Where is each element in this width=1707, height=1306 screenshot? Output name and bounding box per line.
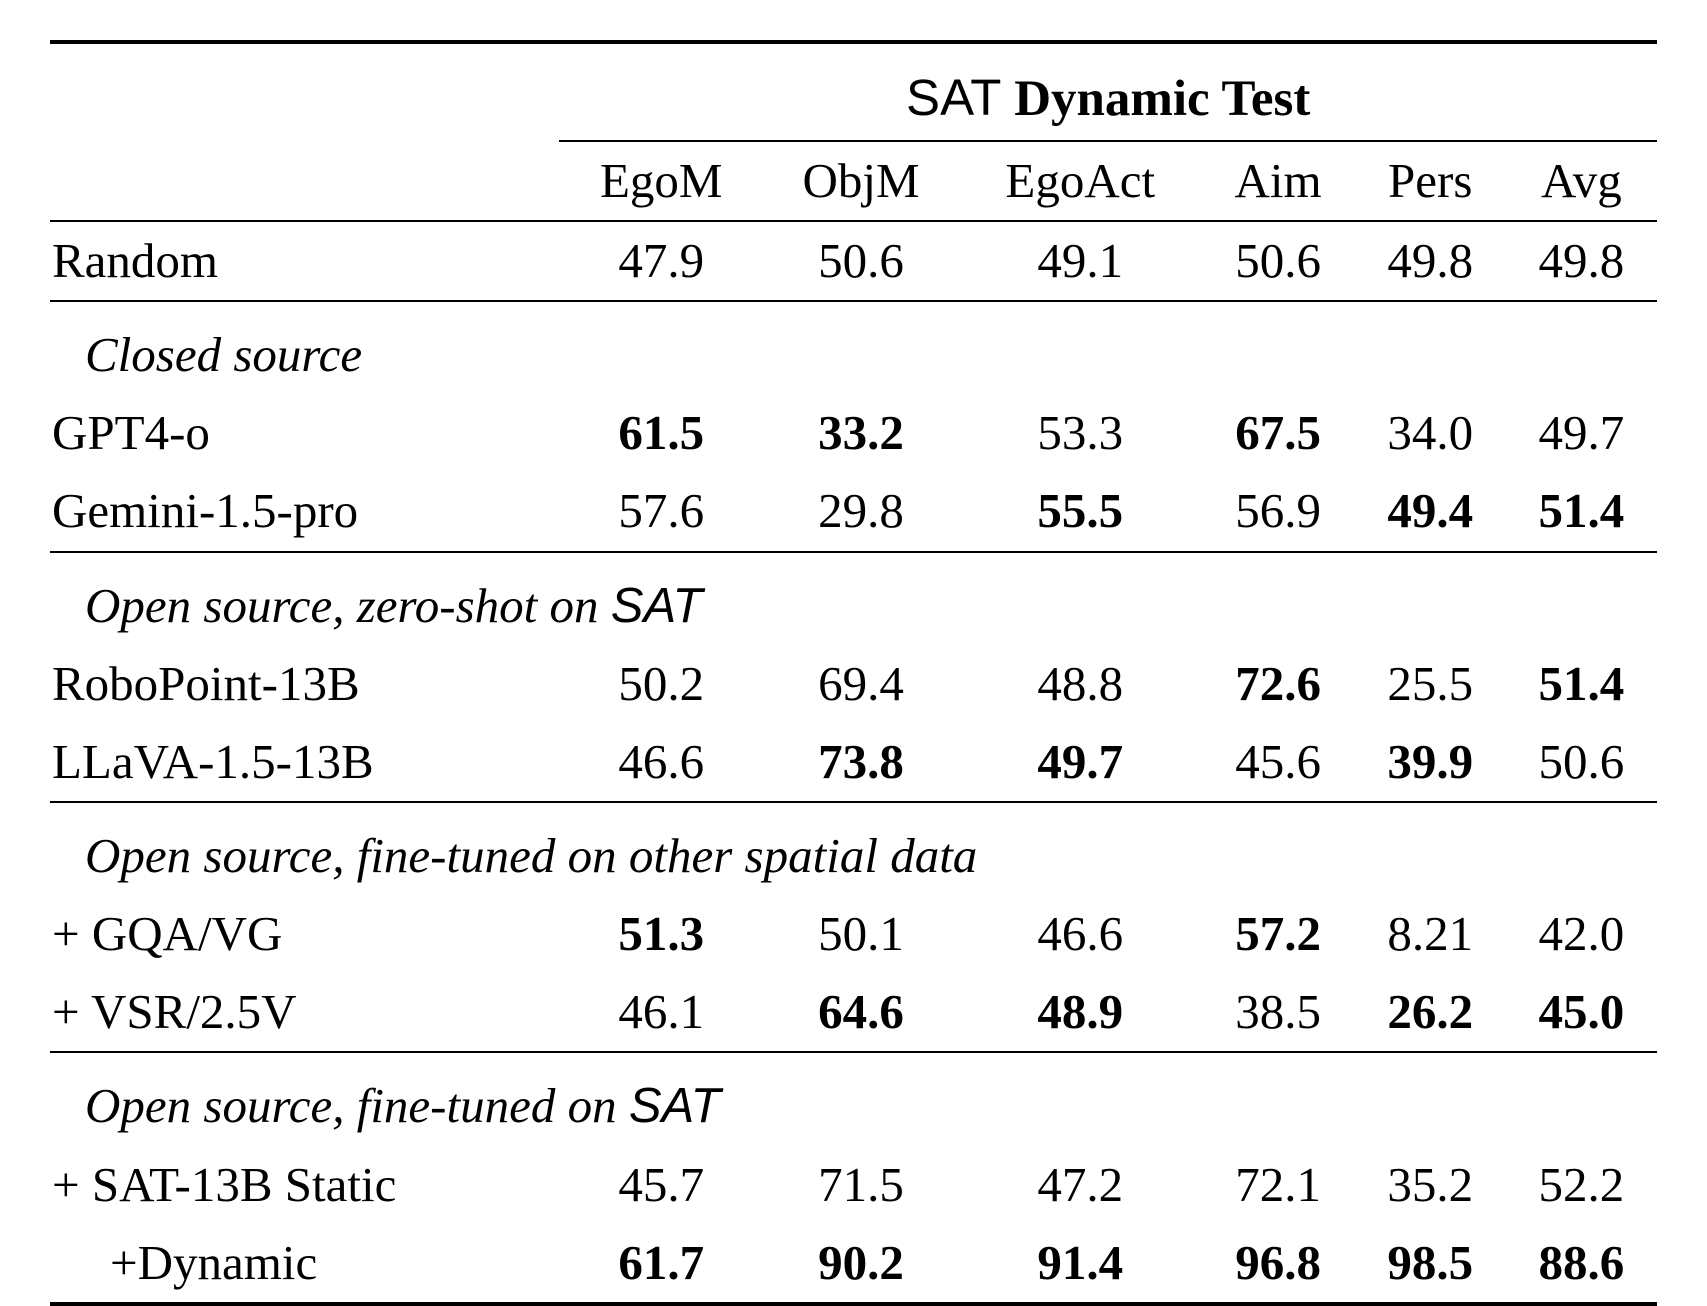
cell: 48.8 bbox=[959, 645, 1202, 723]
super-header-sat: SAT bbox=[906, 69, 1001, 126]
sat-label: SAT bbox=[629, 1079, 721, 1133]
cell: 72.1 bbox=[1202, 1146, 1355, 1224]
cell: 55.5 bbox=[959, 472, 1202, 551]
cell: 38.5 bbox=[1202, 973, 1355, 1052]
cell: 52.2 bbox=[1506, 1146, 1657, 1224]
cell: 34.0 bbox=[1355, 394, 1506, 472]
cell: 56.9 bbox=[1202, 472, 1355, 551]
cell: 91.4 bbox=[959, 1224, 1202, 1304]
cell: 49.4 bbox=[1355, 472, 1506, 551]
cell: 96.8 bbox=[1202, 1224, 1355, 1304]
col-header: Aim bbox=[1202, 141, 1355, 221]
cell: 50.1 bbox=[763, 895, 959, 973]
row-label: Gemini-1.5-pro bbox=[50, 472, 559, 551]
cell: 50.6 bbox=[1202, 221, 1355, 301]
row-label: LLaVA-1.5-13B bbox=[50, 723, 559, 802]
cell: 57.2 bbox=[1202, 895, 1355, 973]
row-label: + VSR/2.5V bbox=[50, 973, 559, 1052]
cell: 50.6 bbox=[1506, 723, 1657, 802]
cell: 64.6 bbox=[763, 973, 959, 1052]
cell: 50.6 bbox=[763, 221, 959, 301]
cell: 57.6 bbox=[559, 472, 763, 551]
cell: 72.6 bbox=[1202, 645, 1355, 723]
section-title: Open source, fine-tuned on SAT bbox=[50, 1067, 1657, 1145]
cell: 49.7 bbox=[1506, 394, 1657, 472]
cell: 45.7 bbox=[559, 1146, 763, 1224]
table-row: +Dynamic 61.7 90.2 91.4 96.8 98.5 88.6 bbox=[50, 1224, 1657, 1304]
table-row: Gemini-1.5-pro 57.6 29.8 55.5 56.9 49.4 … bbox=[50, 472, 1657, 551]
col-header: EgoM bbox=[559, 141, 763, 221]
cell: 25.5 bbox=[1355, 645, 1506, 723]
table-row: RoboPoint-13B 50.2 69.4 48.8 72.6 25.5 5… bbox=[50, 645, 1657, 723]
table-row: Random 47.9 50.6 49.1 50.6 49.8 49.8 bbox=[50, 221, 1657, 301]
table-row: LLaVA-1.5-13B 46.6 73.8 49.7 45.6 39.9 5… bbox=[50, 723, 1657, 802]
row-label: GPT4-o bbox=[50, 394, 559, 472]
row-label: Random bbox=[50, 221, 559, 301]
cell: 69.4 bbox=[763, 645, 959, 723]
cell: 46.6 bbox=[959, 895, 1202, 973]
row-label: + SAT-13B Static bbox=[50, 1146, 559, 1224]
cell: 48.9 bbox=[959, 973, 1202, 1052]
cell: 45.0 bbox=[1506, 973, 1657, 1052]
section-title: Open source, zero-shot on SAT bbox=[50, 567, 1657, 645]
cell: 42.0 bbox=[1506, 895, 1657, 973]
col-header: EgoAct bbox=[959, 141, 1202, 221]
sat-label: SAT bbox=[611, 579, 703, 633]
cell: 39.9 bbox=[1355, 723, 1506, 802]
cell: 47.2 bbox=[959, 1146, 1202, 1224]
section-title-text: Open source, fine-tuned on bbox=[85, 1078, 629, 1133]
table-row: + GQA/VG 51.3 50.1 46.6 57.2 8.21 42.0 bbox=[50, 895, 1657, 973]
col-header: Avg bbox=[1506, 141, 1657, 221]
cell: 46.6 bbox=[559, 723, 763, 802]
cell: 49.7 bbox=[959, 723, 1202, 802]
row-label: +Dynamic bbox=[50, 1224, 559, 1304]
super-header: SAT Dynamic Test bbox=[559, 58, 1657, 141]
cell: 50.2 bbox=[559, 645, 763, 723]
cell: 88.6 bbox=[1506, 1224, 1657, 1304]
cell: 51.4 bbox=[1506, 472, 1657, 551]
cell: 45.6 bbox=[1202, 723, 1355, 802]
cell: 73.8 bbox=[763, 723, 959, 802]
section-header-row: Open source, fine-tuned on other spatial… bbox=[50, 817, 1657, 895]
cell: 71.5 bbox=[763, 1146, 959, 1224]
section-title: Closed source bbox=[50, 316, 1657, 394]
cell: 35.2 bbox=[1355, 1146, 1506, 1224]
column-header-row: EgoM ObjM EgoAct Aim Pers Avg bbox=[50, 141, 1657, 221]
section-header-row: Open source, fine-tuned on SAT bbox=[50, 1067, 1657, 1145]
results-table: SAT Dynamic Test EgoM ObjM EgoAct Aim Pe… bbox=[50, 40, 1657, 1306]
table-super-header-row: SAT Dynamic Test bbox=[50, 58, 1657, 141]
cell: 8.21 bbox=[1355, 895, 1506, 973]
cell: 61.5 bbox=[559, 394, 763, 472]
cell: 26.2 bbox=[1355, 973, 1506, 1052]
col-header: Pers bbox=[1355, 141, 1506, 221]
cell: 47.9 bbox=[559, 221, 763, 301]
cell: 90.2 bbox=[763, 1224, 959, 1304]
cell: 49.8 bbox=[1355, 221, 1506, 301]
cell: 49.8 bbox=[1506, 221, 1657, 301]
cell: 67.5 bbox=[1202, 394, 1355, 472]
row-label: RoboPoint-13B bbox=[50, 645, 559, 723]
section-header-row: Open source, zero-shot on SAT bbox=[50, 567, 1657, 645]
table-row: + VSR/2.5V 46.1 64.6 48.9 38.5 26.2 45.0 bbox=[50, 973, 1657, 1052]
section-header-row: Closed source bbox=[50, 316, 1657, 394]
col-header: ObjM bbox=[763, 141, 959, 221]
section-title: Open source, fine-tuned on other spatial… bbox=[50, 817, 1657, 895]
table-row: GPT4-o 61.5 33.2 53.3 67.5 34.0 49.7 bbox=[50, 394, 1657, 472]
super-header-rest: Dynamic Test bbox=[1001, 71, 1310, 127]
cell: 98.5 bbox=[1355, 1224, 1506, 1304]
cell: 46.1 bbox=[559, 973, 763, 1052]
cell: 51.3 bbox=[559, 895, 763, 973]
cell: 61.7 bbox=[559, 1224, 763, 1304]
cell: 53.3 bbox=[959, 394, 1202, 472]
section-title-text: Open source, zero-shot on bbox=[85, 578, 611, 633]
cell: 49.1 bbox=[959, 221, 1202, 301]
cell: 33.2 bbox=[763, 394, 959, 472]
row-label: + GQA/VG bbox=[50, 895, 559, 973]
table-row: + SAT-13B Static 45.7 71.5 47.2 72.1 35.… bbox=[50, 1146, 1657, 1224]
cell: 51.4 bbox=[1506, 645, 1657, 723]
cell: 29.8 bbox=[763, 472, 959, 551]
